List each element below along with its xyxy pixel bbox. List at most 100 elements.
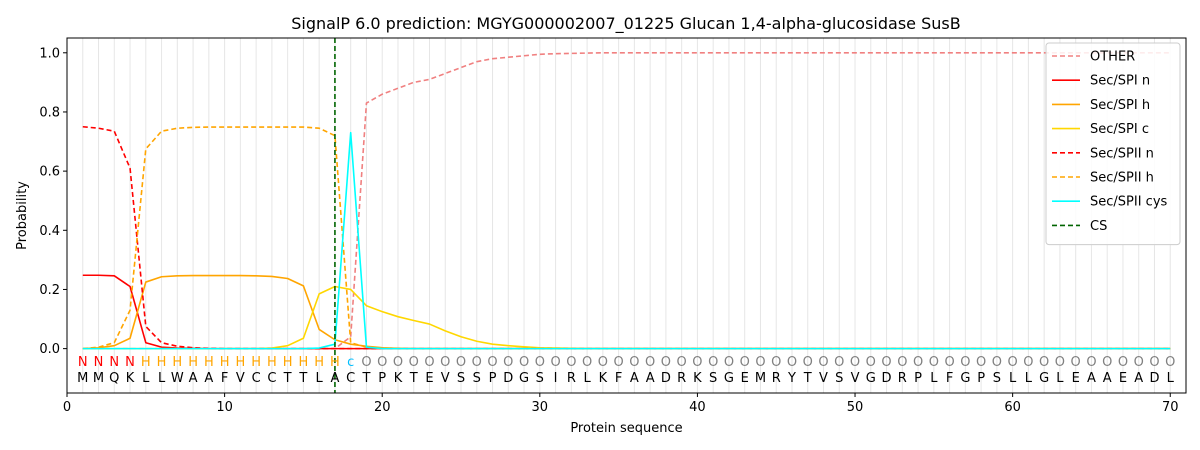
annotation-letter: H (330, 355, 340, 370)
annotation-letter: O (1165, 355, 1175, 370)
annotation-letter: H (220, 355, 230, 370)
annotation-letter: O (409, 355, 419, 370)
sequence-letter: Y (787, 371, 796, 386)
annotation-letter: O (1055, 355, 1065, 370)
annotation-letter: O (881, 355, 891, 370)
annotation-letter: H (299, 355, 309, 370)
sequence-letter: V (851, 371, 860, 386)
x-tick-label: 10 (216, 400, 233, 415)
annotation-letter: H (251, 355, 261, 370)
annotation-letter: O (976, 355, 986, 370)
annotation-letter: O (1023, 355, 1033, 370)
annotation-letter: O (424, 355, 434, 370)
sequence-letter: E (1119, 371, 1127, 386)
sequence-letter: V (236, 371, 245, 386)
sequence-letter: L (316, 371, 324, 386)
sequence-letter: P (977, 371, 985, 386)
annotation-letter: N (78, 355, 88, 370)
sequence-letter: F (946, 371, 953, 386)
sequence-letter: T (361, 371, 370, 386)
sequence-letter: D (661, 371, 671, 386)
x-tick-label: 20 (374, 400, 391, 415)
sequence-letter: P (378, 371, 386, 386)
annotation-letter: O (771, 355, 781, 370)
annotation-letter: O (1039, 355, 1049, 370)
annotation-letter: O (992, 355, 1002, 370)
annotation-letter: O (929, 355, 939, 370)
sequence-letter: V (441, 371, 450, 386)
annotation-letter: O (1008, 355, 1018, 370)
annotation-letter: H (188, 355, 198, 370)
sequence-letter: A (204, 371, 213, 386)
sequence-letter: I (554, 371, 558, 386)
sequence-letter: L (142, 371, 150, 386)
annotation-letter: O (377, 355, 387, 370)
annotation-letter: O (440, 355, 450, 370)
annotation-letter: O (803, 355, 813, 370)
annotation-letter: H (204, 355, 214, 370)
sequence-letter: M (77, 371, 88, 386)
sequence-letter: S (993, 371, 1001, 386)
sequence-letter: K (126, 371, 135, 386)
y-tick-label: 0.2 (39, 283, 60, 298)
x-axis-ticks: 0 10 20 30 40 50 60 70 (63, 393, 1179, 415)
sequence-letter: L (1056, 371, 1064, 386)
y-axis-ticks: 0.0 0.2 0.4 0.6 0.8 1.0 (39, 46, 67, 357)
annotation-letter: O (661, 355, 671, 370)
annotation-letter: O (755, 355, 765, 370)
x-tick-label: 60 (1004, 400, 1021, 415)
y-tick-label: 0.6 (39, 165, 60, 180)
annotation-letter: O (393, 355, 403, 370)
sequence-letter: A (630, 371, 639, 386)
sequence-letter: A (646, 371, 655, 386)
annotation-letter: O (944, 355, 954, 370)
annotation-letter: H (314, 355, 324, 370)
annotation-letter: O (834, 355, 844, 370)
annotation-letter: O (629, 355, 639, 370)
annotation-letter: O (472, 355, 482, 370)
annotation-letter: O (487, 355, 497, 370)
legend-label-sec-spi-h: Sec/SPI h (1090, 98, 1150, 113)
sequence-letter: D (503, 371, 513, 386)
annotation-letter: O (1118, 355, 1128, 370)
sequence-letter: C (267, 371, 276, 386)
sequence-letter: L (1167, 371, 1175, 386)
series-line-sec-spii-n (82, 125, 1171, 350)
sequence-letter: C (252, 371, 261, 386)
sequence-letter: A (1134, 371, 1143, 386)
x-tick-label: 30 (532, 400, 549, 415)
sequence-letter: F (221, 371, 228, 386)
legend-label-sec-spii-cys: Sec/SPII cys (1090, 195, 1168, 210)
sequence-letter: T (803, 371, 812, 386)
sequence-letter: M (755, 371, 766, 386)
annotation-letter: O (708, 355, 718, 370)
legend-label-sec-spii-n: Sec/SPII n (1090, 146, 1154, 161)
sequence-letter: R (567, 371, 576, 386)
annotation-letter: O (897, 355, 907, 370)
sequence-letter: W (171, 371, 184, 386)
annotation-letter: O (566, 355, 576, 370)
sequence-letter: S (473, 371, 481, 386)
y-tick-label: 0.4 (39, 224, 60, 239)
annotation-letter: O (866, 355, 876, 370)
sequence-letter: R (898, 371, 907, 386)
annotation-letter: O (740, 355, 750, 370)
sequence-letter: A (1103, 371, 1112, 386)
legend-label-sec-spi-n: Sec/SPI n (1090, 74, 1150, 89)
annotation-letter: O (818, 355, 828, 370)
sequence-letter: P (914, 371, 922, 386)
sequence-letter: T (283, 371, 292, 386)
legend-label-sec-spii-h: Sec/SPII h (1090, 171, 1154, 186)
sequence-letter: E (741, 371, 749, 386)
sequence-letter: K (693, 371, 702, 386)
sequence-letter: G (960, 371, 970, 386)
sequence-letter: C (346, 371, 355, 386)
plot-frame (66, 37, 1187, 394)
sequence-letter: L (930, 371, 938, 386)
y-tick-label: 1.0 (39, 46, 60, 61)
sequence-letter: A (189, 371, 198, 386)
sequence-letter: L (158, 371, 166, 386)
